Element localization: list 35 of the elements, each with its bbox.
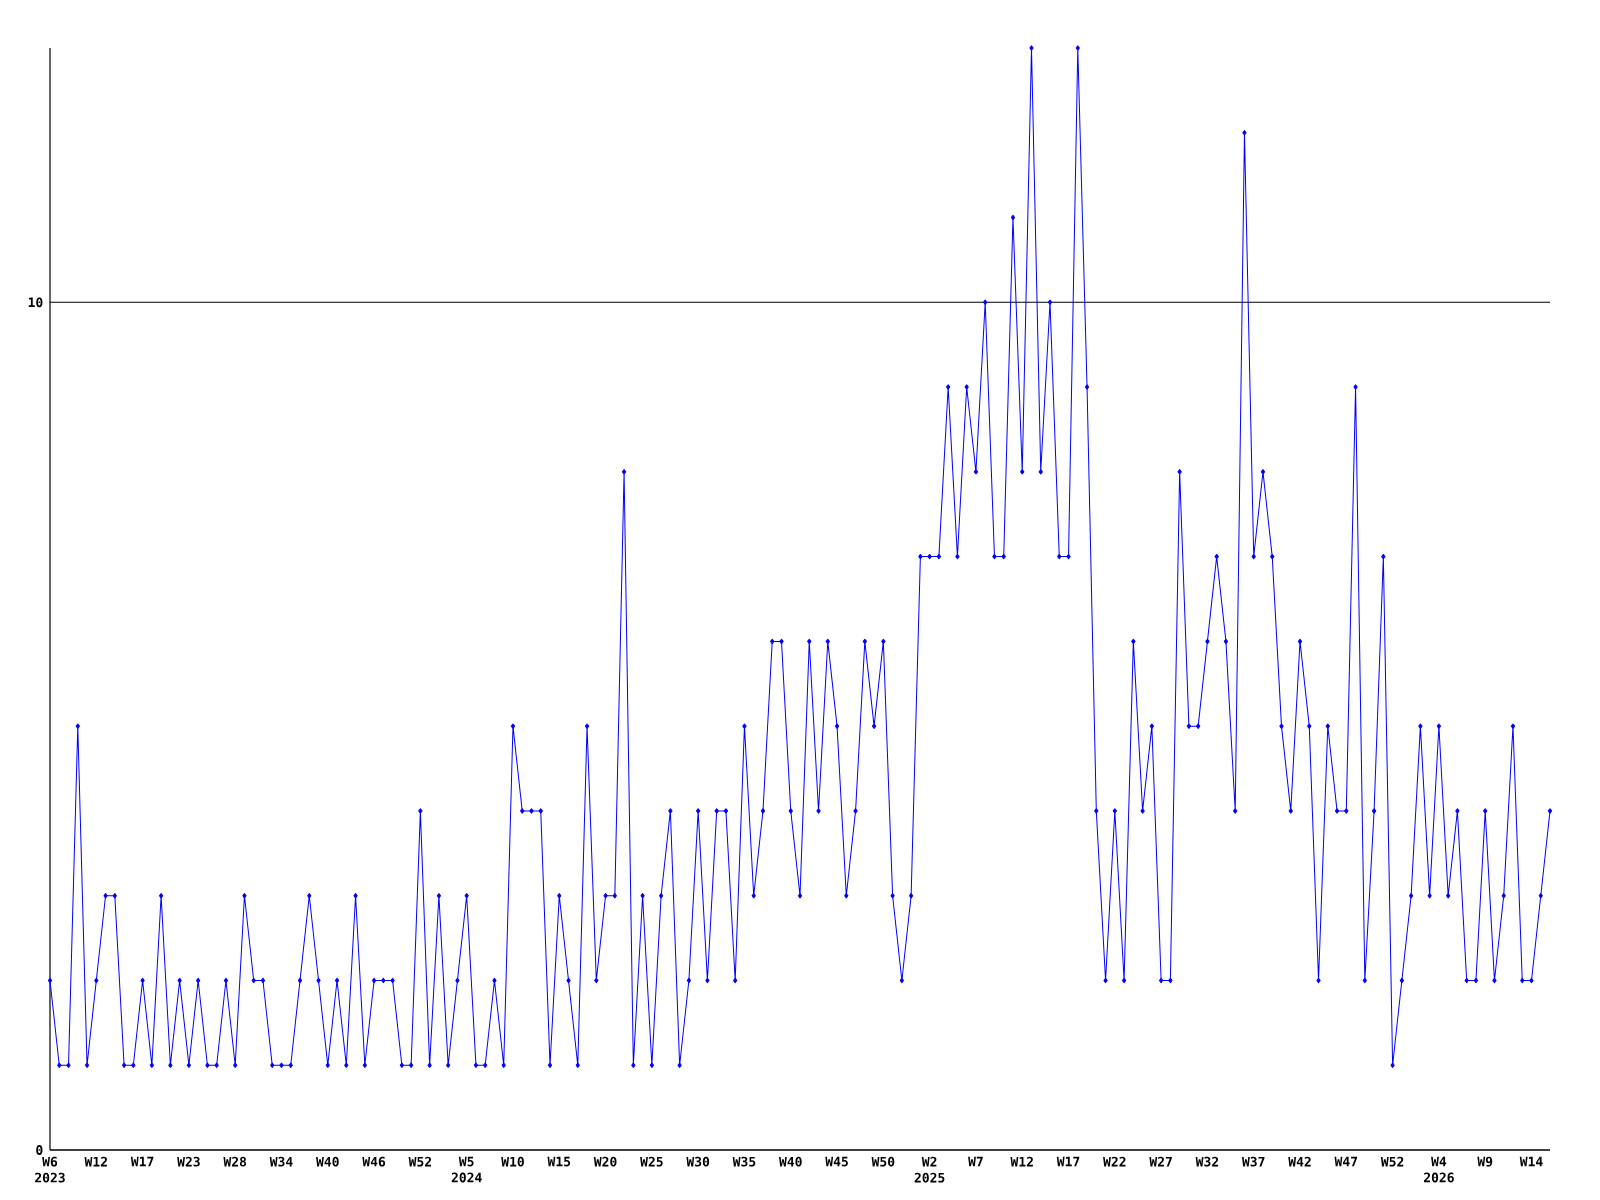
- x-tick-label: W45: [825, 1156, 848, 1167]
- x-tick-label: W37: [1241, 1156, 1265, 1167]
- x-tick-label: W5 2024: [451, 1156, 482, 1183]
- x-tick-label: W52: [408, 1156, 432, 1167]
- x-tick-label: W2 2025: [914, 1156, 945, 1183]
- x-tick-label: W22: [1103, 1156, 1126, 1167]
- x-tick-label: W14: [1519, 1156, 1543, 1167]
- x-tick-label: W9: [1477, 1156, 1493, 1167]
- x-tick-label: W4 2026: [1423, 1156, 1454, 1183]
- x-tick-label: W17: [130, 1156, 154, 1167]
- x-tick-label: W52: [1380, 1156, 1404, 1167]
- x-tick-label: W23: [177, 1156, 200, 1167]
- y-tick-label: 10: [28, 297, 43, 308]
- x-tick-label: W47: [1334, 1156, 1358, 1167]
- x-tick-label: W30: [686, 1156, 710, 1167]
- y-tick-label: 0: [36, 1145, 43, 1155]
- x-tick-label: W42: [1288, 1156, 1311, 1167]
- x-tick-label: W7: [968, 1156, 983, 1167]
- x-tick-label: W12: [84, 1156, 107, 1167]
- x-tick-label: W15: [547, 1156, 571, 1167]
- x-tick-label: W6 2023: [35, 1156, 65, 1183]
- x-tick-label: W17: [1056, 1156, 1080, 1167]
- x-tick-label: W40: [316, 1156, 339, 1167]
- x-tick-label: W35: [732, 1156, 756, 1167]
- x-tick-label: W32: [1195, 1156, 1219, 1167]
- x-tick-label: W40: [779, 1156, 802, 1167]
- x-tick-label: W50: [871, 1156, 895, 1167]
- x-tick-label: W34: [269, 1156, 293, 1167]
- x-tick-label: W25: [640, 1156, 663, 1167]
- x-tick-label: W10: [501, 1156, 524, 1167]
- x-tick-label: W46: [362, 1156, 386, 1167]
- x-tick-label: W12: [1010, 1156, 1033, 1167]
- x-tick-label: W20: [593, 1156, 617, 1167]
- x-tick-label: W28: [223, 1156, 247, 1167]
- x-tick-label: W27: [1149, 1156, 1172, 1167]
